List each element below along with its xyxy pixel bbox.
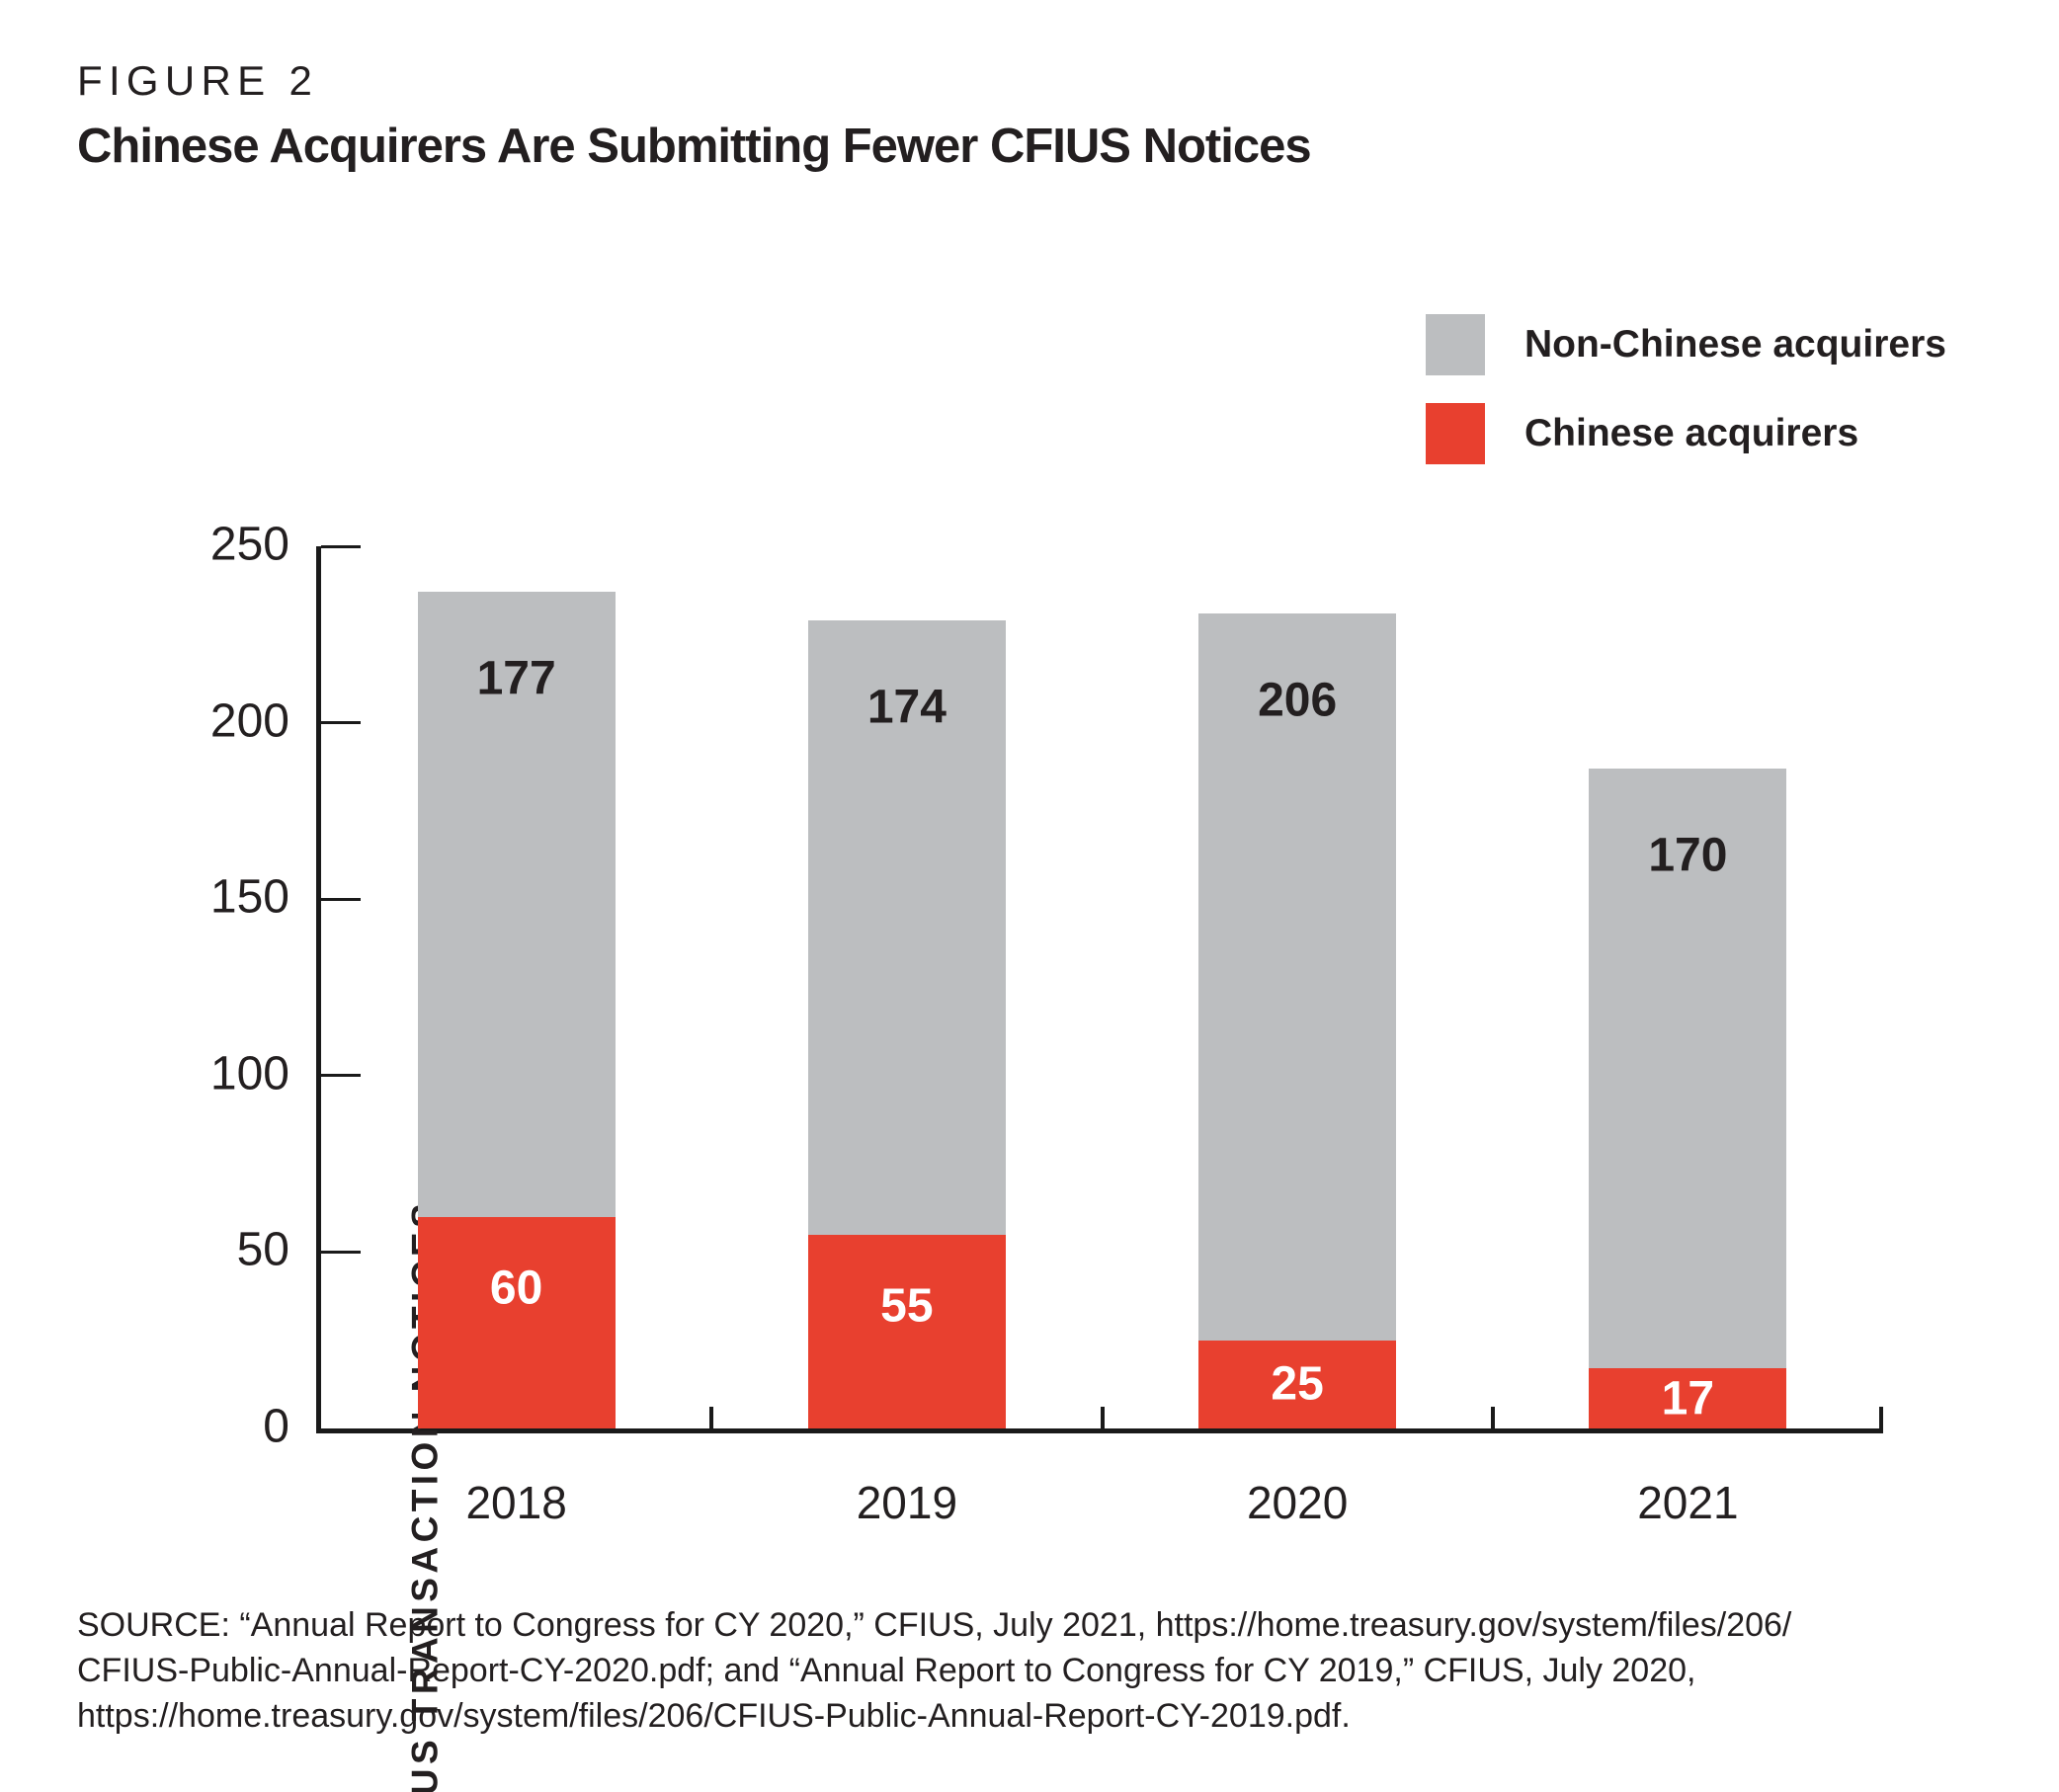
x-category-label-2021: 2021 — [1637, 1477, 1739, 1528]
bar-2020-non-chinese-value: 206 — [1258, 674, 1338, 727]
bar-2019-non-chinese-value: 174 — [866, 681, 947, 734]
y-tick-150 — [321, 897, 361, 901]
y-tick-label-100: 100 — [209, 1047, 289, 1100]
figure-title: Chinese Acquirers Are Submitting Fewer C… — [77, 120, 1312, 173]
x-category-label-2020: 2020 — [1246, 1477, 1349, 1528]
y-tick-label-150: 150 — [209, 870, 289, 924]
bar-2018-non-chinese-value: 177 — [476, 652, 556, 705]
x-category-label-2018: 2018 — [465, 1477, 567, 1528]
y-tick-label-50: 50 — [236, 1223, 289, 1276]
source-line-1: SOURCE: “Annual Report to Congress for C… — [77, 1606, 1792, 1644]
x-tick-3 — [1490, 1407, 1495, 1428]
bar-2018-chinese-segment — [417, 1216, 616, 1428]
bar-2018-non-chinese-segment — [417, 592, 616, 1217]
y-tick-250 — [321, 544, 361, 548]
source-note: SOURCE: “Annual Report to Congress for C… — [77, 1602, 1791, 1739]
x-category-label-2019: 2019 — [856, 1477, 958, 1528]
legend-label-non-chinese: Non-Chinese acquirers — [1524, 323, 1946, 366]
y-tick-label-250: 250 — [209, 518, 289, 571]
bar-2019-chinese-segment — [807, 1234, 1006, 1428]
bar-2021-non-chinese-value: 170 — [1648, 829, 1728, 882]
legend-label-chinese: Chinese acquirers — [1524, 412, 1859, 454]
plot-area: CFIUS TRANSACTION NOTICES 0 50 100 150 200 25… — [210, 518, 1883, 1792]
legend-swatch-non-chinese — [1426, 314, 1485, 375]
y-tick-label-200: 200 — [209, 693, 289, 747]
y-tick-200 — [321, 721, 361, 725]
x-tick-2 — [1100, 1407, 1105, 1428]
legend-item-chinese: Chinese acquirers — [1426, 403, 1946, 464]
chart-legend: Non-Chinese acquirers Chinese acquirers — [1426, 314, 1946, 492]
bar-2021-chinese-segment — [1589, 1368, 1787, 1428]
bar-2019-non-chinese-segment — [807, 620, 1006, 1235]
x-tick-1 — [709, 1407, 714, 1428]
bar-2018-chinese-value: 60 — [489, 1262, 543, 1315]
legend-item-non-chinese: Non-Chinese acquirers — [1426, 314, 1946, 375]
y-tick-label-0: 0 — [263, 1400, 289, 1453]
figure-label: FIGURE 2 — [77, 57, 319, 104]
bar-2021-chinese-value: 17 — [1661, 1372, 1715, 1425]
y-tick-100 — [321, 1074, 361, 1078]
bar-2020-non-chinese-segment — [1198, 612, 1397, 1341]
source-line-2: CFIUS-Public-Annual-Report-CY-2020.pdf; … — [77, 1652, 1696, 1689]
bar-2019-chinese-value: 55 — [880, 1279, 934, 1333]
bar-2020-chinese-value: 25 — [1271, 1357, 1324, 1411]
x-tick-4 — [1879, 1407, 1883, 1428]
source-line-3: https://home.treasury.gov/system/files/2… — [77, 1697, 1351, 1735]
bar-2021-non-chinese-segment — [1589, 769, 1787, 1369]
y-tick-50 — [321, 1250, 361, 1254]
bar-2020-chinese-segment — [1198, 1340, 1397, 1428]
legend-swatch-chinese — [1426, 403, 1485, 464]
